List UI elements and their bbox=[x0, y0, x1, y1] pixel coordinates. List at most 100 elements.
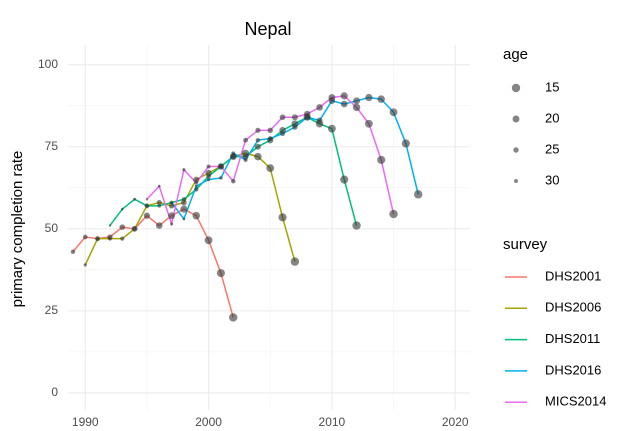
point bbox=[231, 151, 236, 156]
point bbox=[290, 257, 300, 266]
point bbox=[316, 104, 323, 111]
point bbox=[255, 127, 261, 133]
y-tick-label: 100 bbox=[38, 57, 58, 71]
point bbox=[108, 224, 112, 227]
point bbox=[278, 213, 287, 222]
point bbox=[243, 157, 248, 162]
point bbox=[414, 190, 423, 199]
point bbox=[170, 222, 174, 226]
point bbox=[180, 205, 188, 213]
legend-label: MICS2014 bbox=[545, 394, 606, 409]
point bbox=[389, 209, 398, 219]
point bbox=[182, 168, 186, 172]
point bbox=[218, 164, 224, 169]
x-tick-label: 2010 bbox=[319, 415, 346, 429]
series-line bbox=[72, 208, 234, 318]
point bbox=[145, 204, 149, 208]
point bbox=[194, 181, 199, 185]
point bbox=[181, 199, 187, 206]
point bbox=[254, 143, 261, 150]
size-legend-key bbox=[512, 115, 520, 123]
y-tick-label: 25 bbox=[45, 303, 59, 317]
legend-title: survey bbox=[503, 236, 548, 253]
y-tick-label: 50 bbox=[45, 221, 59, 235]
point bbox=[182, 217, 186, 221]
point bbox=[266, 164, 275, 172]
point bbox=[389, 108, 398, 117]
point bbox=[120, 236, 125, 241]
point bbox=[206, 177, 211, 182]
point bbox=[340, 175, 349, 184]
point bbox=[279, 114, 286, 121]
point bbox=[170, 201, 173, 204]
point bbox=[157, 184, 161, 188]
point bbox=[168, 212, 176, 220]
point bbox=[192, 211, 200, 220]
point bbox=[145, 198, 149, 201]
point bbox=[120, 207, 124, 211]
point bbox=[155, 222, 163, 229]
point bbox=[206, 164, 211, 169]
series-line bbox=[84, 152, 296, 266]
point bbox=[254, 152, 262, 161]
point bbox=[229, 313, 238, 322]
chart-title: Nepal bbox=[244, 19, 291, 39]
size-legend-label: 25 bbox=[545, 141, 559, 156]
point bbox=[377, 95, 385, 103]
point bbox=[83, 263, 87, 267]
point bbox=[377, 155, 386, 164]
point bbox=[168, 203, 175, 209]
size-legend-label: 30 bbox=[545, 172, 559, 187]
point bbox=[267, 127, 273, 134]
size-legend-key bbox=[513, 147, 519, 153]
point bbox=[401, 139, 410, 148]
point bbox=[193, 187, 199, 192]
point bbox=[267, 136, 273, 141]
point bbox=[216, 269, 225, 278]
point bbox=[291, 114, 298, 121]
point bbox=[364, 119, 373, 128]
size-legend-key bbox=[514, 179, 518, 183]
point bbox=[70, 249, 76, 255]
legend-label: DHS2001 bbox=[545, 268, 601, 283]
point bbox=[340, 92, 348, 100]
point bbox=[82, 234, 88, 240]
size-legend-label: 20 bbox=[545, 110, 559, 125]
point bbox=[181, 197, 187, 202]
point bbox=[95, 236, 100, 241]
size-legend-label: 15 bbox=[545, 79, 559, 94]
y-axis-title: primary completion rate bbox=[9, 151, 26, 308]
size-legend-key bbox=[511, 83, 521, 93]
point bbox=[133, 197, 137, 201]
point bbox=[230, 153, 236, 160]
point bbox=[206, 173, 211, 179]
point bbox=[156, 200, 162, 206]
y-tick-label: 75 bbox=[45, 139, 59, 153]
x-tick-label: 1990 bbox=[72, 415, 99, 429]
point bbox=[193, 176, 200, 183]
point bbox=[242, 153, 249, 160]
point bbox=[255, 137, 261, 143]
point bbox=[365, 93, 373, 102]
legend-label: DHS2006 bbox=[545, 300, 601, 315]
y-tick-label: 0 bbox=[51, 385, 58, 399]
point bbox=[327, 124, 336, 133]
point bbox=[143, 212, 151, 219]
point bbox=[316, 117, 323, 124]
point bbox=[119, 224, 126, 231]
point bbox=[157, 204, 162, 208]
size-legend-title: age bbox=[503, 46, 528, 63]
point bbox=[292, 124, 298, 130]
point bbox=[280, 131, 286, 137]
point bbox=[204, 236, 213, 245]
point bbox=[340, 100, 348, 108]
point bbox=[230, 178, 236, 184]
point bbox=[194, 184, 198, 188]
point bbox=[352, 103, 361, 112]
point bbox=[132, 226, 137, 232]
point bbox=[328, 94, 336, 101]
point bbox=[107, 236, 112, 241]
legend-label: DHS2016 bbox=[545, 362, 601, 377]
point bbox=[243, 137, 248, 143]
